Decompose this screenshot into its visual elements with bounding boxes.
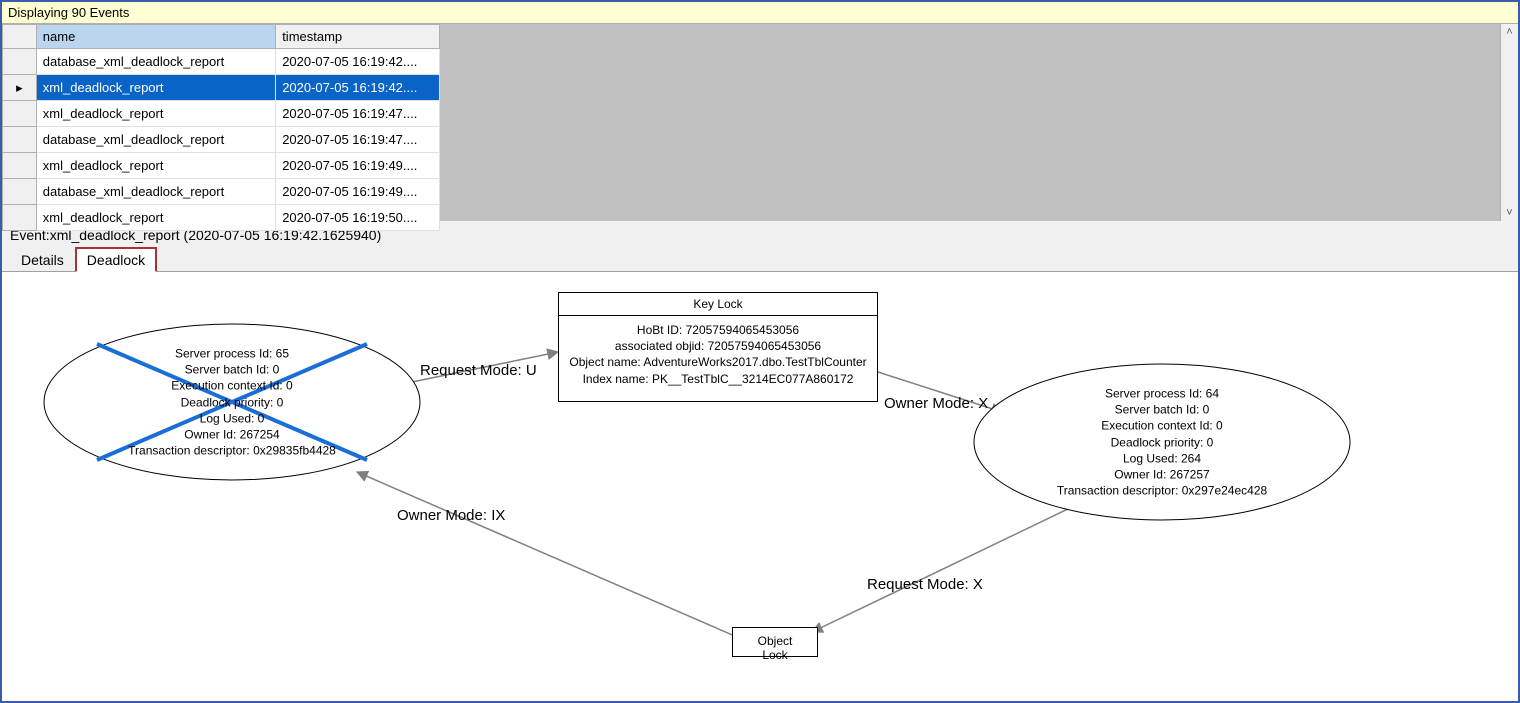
node-object-lock[interactable]: Object Lock [732,627,818,657]
cell-timestamp[interactable]: 2020-07-05 16:19:49.... [276,153,440,179]
row-selector-cell[interactable] [3,179,37,205]
cell-timestamp[interactable]: 2020-07-05 16:19:50.... [276,205,440,231]
cell-name[interactable]: database_xml_deadlock_report [36,49,275,75]
grid-header-name[interactable]: name [36,25,275,49]
table-row[interactable]: xml_deadlock_report2020-07-05 16:19:50..… [3,205,440,231]
events-grid[interactable]: name timestamp database_xml_deadlock_rep… [2,24,440,231]
row-selector-cell[interactable] [3,101,37,127]
tab-details[interactable]: Details [10,248,75,272]
cell-name[interactable]: database_xml_deadlock_report [36,179,275,205]
table-row[interactable]: database_xml_deadlock_report2020-07-05 1… [3,49,440,75]
row-selector-cell[interactable]: ▸ [3,75,37,101]
row-selector-cell[interactable] [3,205,37,231]
grid-vertical-scrollbar[interactable]: ˄ ˅ [1500,24,1518,221]
table-row[interactable]: database_xml_deadlock_report2020-07-05 1… [3,127,440,153]
table-row[interactable]: ▸xml_deadlock_report2020-07-05 16:19:42.… [3,75,440,101]
events-grid-area: name timestamp database_xml_deadlock_rep… [2,24,1518,221]
cell-name[interactable]: database_xml_deadlock_report [36,127,275,153]
process-victim-text: Server process Id: 65Server batch Id: 0E… [42,345,422,458]
table-row[interactable]: xml_deadlock_report2020-07-05 16:19:47..… [3,101,440,127]
edge-label-request-x: Request Mode: X [867,576,983,593]
process-owner-text: Server process Id: 64Server batch Id: 0E… [972,385,1352,498]
detail-tabs: Details Deadlock [2,246,1518,272]
row-selector-cell[interactable] [3,153,37,179]
cell-timestamp[interactable]: 2020-07-05 16:19:47.... [276,127,440,153]
edge-label-owner-ix: Owner Mode: IX [397,507,505,524]
table-row[interactable]: database_xml_deadlock_report2020-07-05 1… [3,179,440,205]
scroll-up-icon[interactable]: ˄ [1506,24,1512,40]
edge-label-owner-x: Owner Mode: X [884,395,988,412]
object-lock-title: Object Lock [758,634,793,662]
status-bar: Displaying 90 Events [2,2,1518,24]
key-lock-title: Key Lock [559,293,877,316]
cell-timestamp[interactable]: 2020-07-05 16:19:42.... [276,49,440,75]
grid-empty-area: ˄ ˅ [440,24,1518,221]
row-selector-cell[interactable] [3,49,37,75]
cell-timestamp[interactable]: 2020-07-05 16:19:47.... [276,101,440,127]
deadlock-diagram[interactable]: Key Lock HoBt ID: 72057594065453056assoc… [2,272,1518,701]
cell-timestamp[interactable]: 2020-07-05 16:19:42.... [276,75,440,101]
cell-timestamp[interactable]: 2020-07-05 16:19:49.... [276,179,440,205]
status-text: Displaying 90 Events [8,5,129,20]
node-key-lock[interactable]: Key Lock HoBt ID: 72057594065453056assoc… [558,292,878,402]
tab-deadlock[interactable]: Deadlock [75,247,157,272]
node-process-victim[interactable]: Server process Id: 65Server batch Id: 0E… [42,322,422,482]
cell-name[interactable]: xml_deadlock_report [36,75,275,101]
scroll-down-icon[interactable]: ˅ [1506,205,1512,221]
key-lock-body: HoBt ID: 72057594065453056associated obj… [559,316,877,393]
grid-header-rowselector[interactable] [3,25,37,49]
edge-label-request-u: Request Mode: U [420,362,537,379]
table-row[interactable]: xml_deadlock_report2020-07-05 16:19:49..… [3,153,440,179]
row-selector-cell[interactable] [3,127,37,153]
node-process-owner[interactable]: Server process Id: 64Server batch Id: 0E… [972,362,1352,522]
cell-name[interactable]: xml_deadlock_report [36,101,275,127]
grid-header-timestamp[interactable]: timestamp [276,25,440,49]
cell-name[interactable]: xml_deadlock_report [36,153,275,179]
cell-name[interactable]: xml_deadlock_report [36,205,275,231]
